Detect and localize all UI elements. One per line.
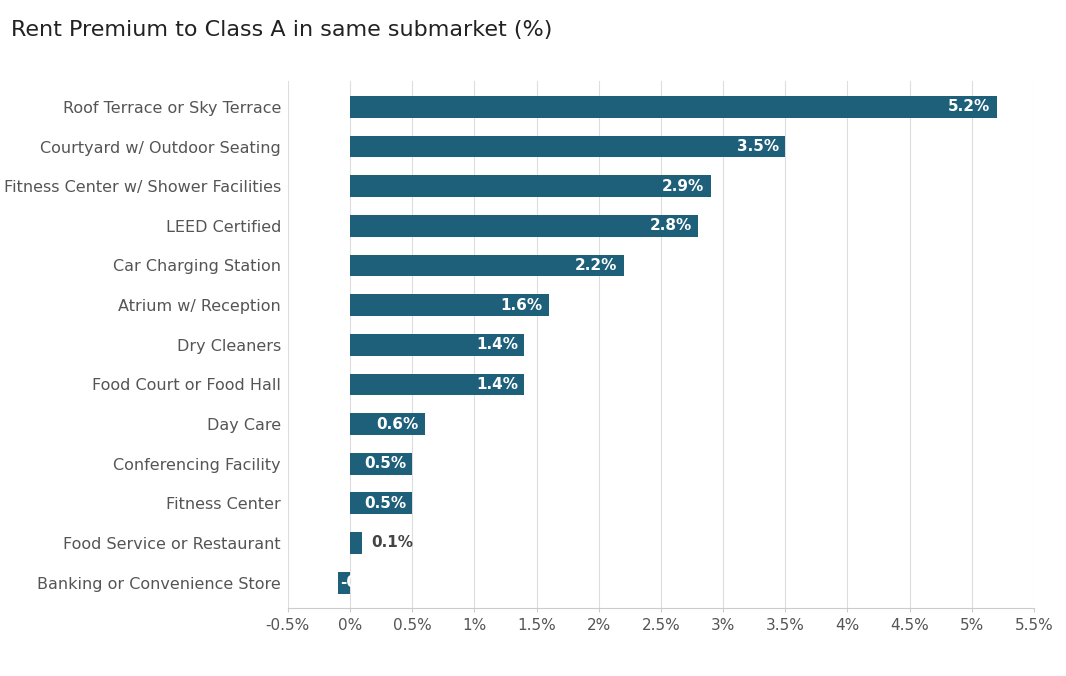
Bar [350, 532, 362, 554]
Bar [350, 374, 524, 395]
Text: 0.6%: 0.6% [376, 416, 418, 431]
Bar [350, 215, 698, 237]
Bar [350, 334, 524, 356]
Bar [350, 96, 997, 118]
Bar [350, 453, 413, 475]
Text: 2.8%: 2.8% [650, 218, 692, 233]
Bar [350, 255, 624, 276]
Bar [350, 136, 786, 158]
Bar [350, 413, 424, 435]
Bar [350, 175, 711, 197]
Text: 0.5%: 0.5% [364, 496, 406, 511]
Bar [350, 294, 549, 316]
Text: Rent Premium to Class A in same submarket (%): Rent Premium to Class A in same submarke… [11, 20, 552, 41]
Text: 0.1%: 0.1% [371, 535, 414, 550]
Text: 5.2%: 5.2% [949, 99, 990, 114]
Text: -0.1%: -0.1% [340, 575, 388, 590]
Bar [350, 492, 413, 514]
Text: 2.9%: 2.9% [662, 178, 705, 194]
Bar [338, 572, 350, 594]
Text: 1.6%: 1.6% [501, 297, 543, 312]
Text: 3.5%: 3.5% [737, 139, 779, 154]
Text: 1.4%: 1.4% [475, 377, 518, 392]
Text: 1.4%: 1.4% [475, 337, 518, 352]
Text: 2.2%: 2.2% [575, 258, 617, 273]
Text: 0.5%: 0.5% [364, 456, 406, 471]
